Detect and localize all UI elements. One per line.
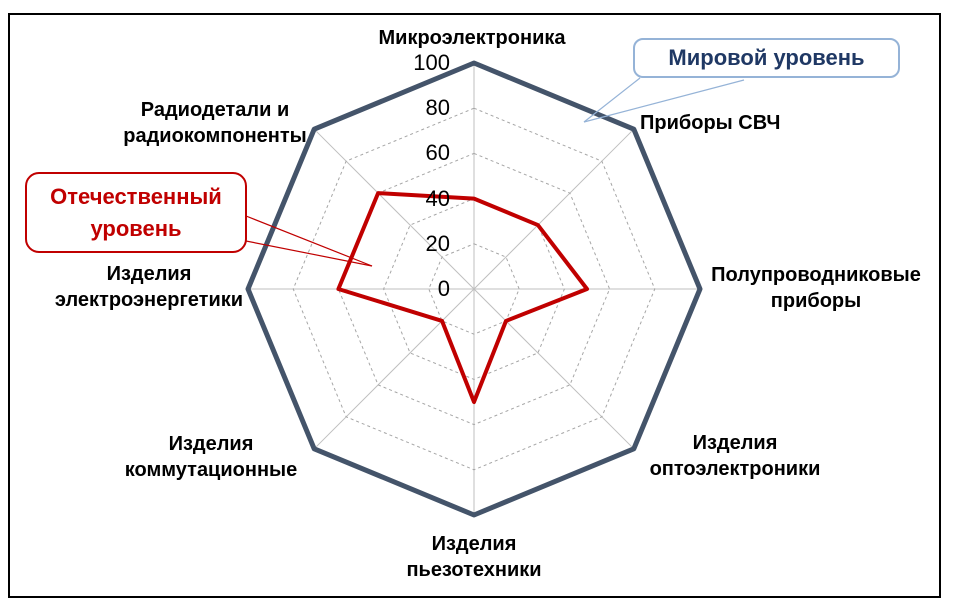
category-label: Полупроводниковые приборы [711, 264, 921, 312]
category-label: Приборы СВЧ [640, 112, 781, 134]
radar-spoke [473, 288, 635, 450]
radar-gridline-ring [292, 107, 656, 471]
radar-spoke [313, 288, 475, 450]
axis-tick-label: 80 [425, 95, 450, 121]
callout-world-leader-line [583, 77, 641, 123]
callout-world-level: Мировой уровень [633, 38, 900, 78]
category-label: Микроэлектроника [378, 27, 566, 49]
category-label: Изделия оптоэлектроники [649, 432, 821, 480]
callout-world-level-text: Мировой уровень [668, 45, 865, 70]
category-label: Изделия коммутационные [124, 433, 298, 481]
axis-tick-label: 0 [437, 276, 450, 301]
radar-gridline-ring [428, 243, 520, 335]
series-domestic-polygon [336, 191, 589, 404]
axis-tick-label: 100 [413, 50, 450, 75]
callout-world-leader-line [583, 79, 745, 123]
callout-domestic-level: Отечественный уровень [25, 172, 247, 253]
category-label: Изделия электроэнергетики [54, 263, 244, 311]
axis-tick-label: 60 [425, 140, 450, 166]
callout-domestic-leader-line [245, 215, 373, 267]
category-label: Радиодетали и радиокомпоненты [123, 99, 307, 147]
callout-domestic-leader-line [245, 240, 373, 267]
chart-frame [8, 13, 941, 598]
series-world-polygon [245, 60, 703, 518]
axis-tick-label: 40 [425, 185, 450, 211]
radar-spoke [473, 128, 635, 290]
callout-domestic-level-text: Отечественный уровень [50, 184, 222, 241]
category-label: Изделия пьезотехники [406, 533, 542, 581]
radar-gridline-ring [383, 198, 565, 380]
radar-spoke [313, 128, 475, 290]
axis-tick-label: 20 [425, 230, 450, 256]
